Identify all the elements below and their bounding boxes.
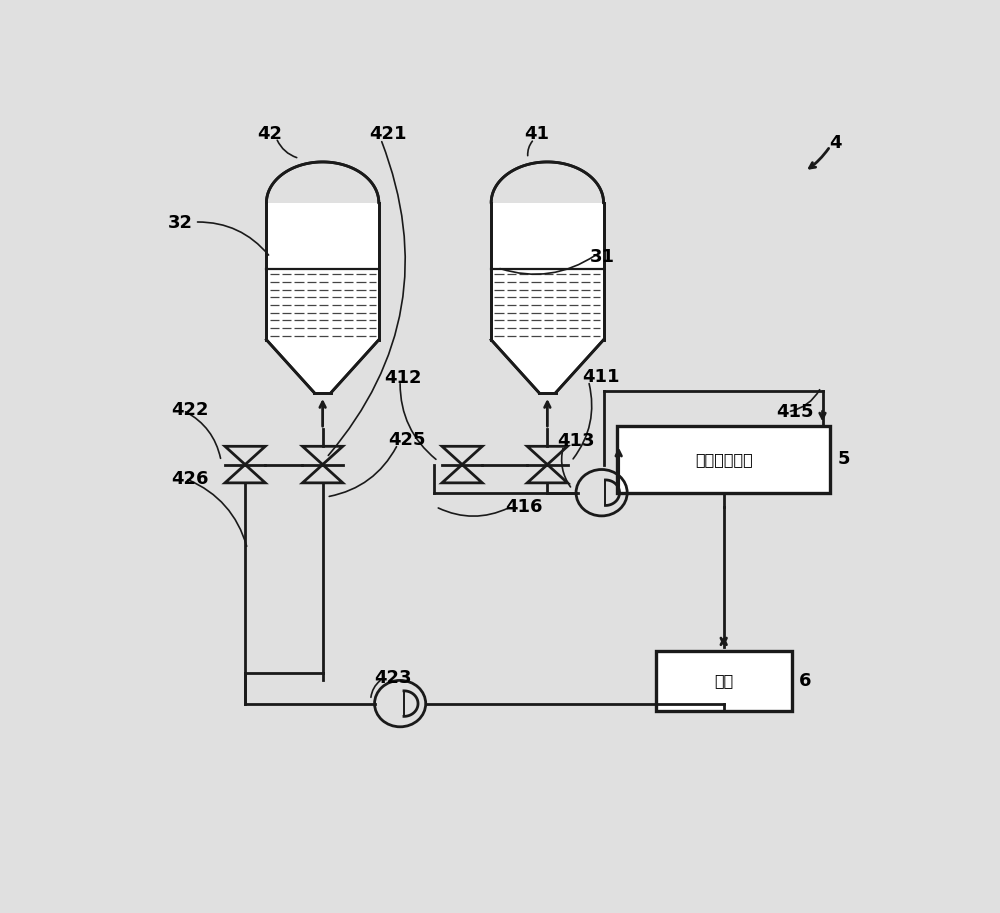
- Bar: [491, 268, 604, 340]
- Polygon shape: [266, 203, 379, 268]
- Polygon shape: [491, 340, 604, 393]
- Text: 混合注入装置: 混合注入装置: [695, 452, 753, 467]
- Bar: [656, 651, 792, 710]
- Text: 模具: 模具: [714, 673, 733, 688]
- Text: 6: 6: [799, 672, 812, 689]
- Polygon shape: [491, 203, 604, 268]
- Text: 422: 422: [172, 402, 209, 419]
- Text: 4: 4: [829, 134, 841, 152]
- Text: 411: 411: [582, 368, 620, 385]
- Text: 32: 32: [168, 215, 193, 233]
- Text: 5: 5: [838, 450, 850, 468]
- Text: 416: 416: [505, 498, 542, 516]
- Text: 412: 412: [385, 369, 422, 387]
- Text: 413: 413: [557, 433, 595, 450]
- Text: 426: 426: [172, 469, 209, 488]
- Polygon shape: [266, 340, 379, 393]
- Text: 42: 42: [257, 125, 282, 143]
- Text: 41: 41: [524, 125, 549, 143]
- Bar: [266, 268, 379, 340]
- Bar: [617, 426, 830, 493]
- Text: 415: 415: [776, 403, 814, 421]
- Text: 31: 31: [590, 248, 615, 267]
- Text: 421: 421: [369, 125, 407, 143]
- Text: 423: 423: [375, 668, 412, 687]
- Text: 425: 425: [388, 431, 426, 449]
